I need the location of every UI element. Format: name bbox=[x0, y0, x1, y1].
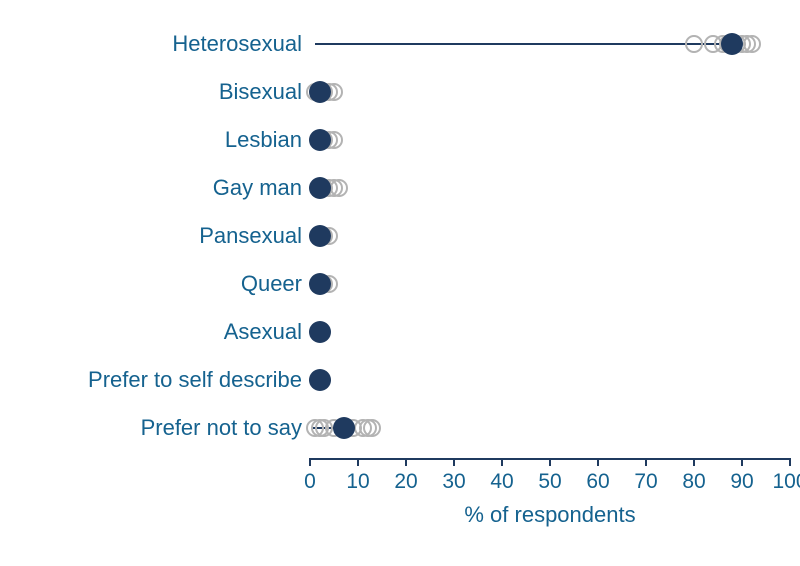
category-label: Queer bbox=[241, 271, 302, 297]
chart-row: Gay man bbox=[0, 164, 800, 212]
chart-row: Lesbian bbox=[0, 116, 800, 164]
open-marker bbox=[330, 179, 348, 197]
x-tick bbox=[645, 458, 647, 466]
row-plot bbox=[310, 212, 790, 260]
x-tick bbox=[549, 458, 551, 466]
category-label: Pansexual bbox=[199, 223, 302, 249]
x-tick-label: 100 bbox=[772, 470, 800, 494]
x-tick bbox=[597, 458, 599, 466]
x-tick-label: 30 bbox=[442, 470, 465, 494]
x-tick-label: 20 bbox=[394, 470, 417, 494]
category-label: Prefer not to say bbox=[141, 415, 302, 441]
category-label: Lesbian bbox=[225, 127, 302, 153]
filled-marker bbox=[309, 369, 331, 391]
filled-marker bbox=[721, 33, 743, 55]
chart-row: Prefer to self describe bbox=[0, 356, 800, 404]
chart-row: Pansexual bbox=[0, 212, 800, 260]
filled-marker bbox=[309, 225, 331, 247]
row-plot bbox=[310, 308, 790, 356]
x-tick-label: 60 bbox=[586, 470, 609, 494]
filled-marker bbox=[309, 321, 331, 343]
x-tick bbox=[453, 458, 455, 466]
x-tick bbox=[789, 458, 791, 466]
x-tick-label: 50 bbox=[538, 470, 561, 494]
filled-marker bbox=[309, 273, 331, 295]
x-tick bbox=[405, 458, 407, 466]
x-tick-label: 90 bbox=[730, 470, 753, 494]
row-plot bbox=[310, 404, 790, 452]
x-tick bbox=[309, 458, 311, 466]
chart-row: Queer bbox=[0, 260, 800, 308]
x-tick-label: 80 bbox=[682, 470, 705, 494]
x-axis-title: % of respondents bbox=[310, 502, 790, 528]
chart-row: Asexual bbox=[0, 308, 800, 356]
x-tick-label: 40 bbox=[490, 470, 513, 494]
x-tick bbox=[741, 458, 743, 466]
filled-marker bbox=[309, 177, 331, 199]
range-connector bbox=[315, 43, 733, 45]
x-tick-label: 0 bbox=[304, 470, 316, 494]
x-tick-label: 70 bbox=[634, 470, 657, 494]
open-marker bbox=[685, 35, 703, 53]
category-label: Gay man bbox=[213, 175, 302, 201]
dot-chart: Heterosexual Bisexual Lesbian Gay man Pansex… bbox=[0, 20, 800, 566]
open-marker bbox=[743, 35, 761, 53]
chart-row: Heterosexual bbox=[0, 20, 800, 68]
filled-marker bbox=[309, 81, 331, 103]
filled-marker bbox=[309, 129, 331, 151]
row-plot bbox=[310, 116, 790, 164]
x-tick bbox=[693, 458, 695, 466]
category-label: Asexual bbox=[224, 319, 302, 345]
x-tick-label: 10 bbox=[346, 470, 369, 494]
x-tick bbox=[357, 458, 359, 466]
chart-row: Bisexual bbox=[0, 68, 800, 116]
category-label: Heterosexual bbox=[172, 31, 302, 57]
open-marker bbox=[363, 419, 381, 437]
category-label: Prefer to self describe bbox=[88, 367, 302, 393]
row-plot bbox=[310, 164, 790, 212]
row-plot bbox=[310, 20, 790, 68]
row-plot bbox=[310, 68, 790, 116]
chart-row: Prefer not to say bbox=[0, 404, 800, 452]
row-plot bbox=[310, 260, 790, 308]
category-label: Bisexual bbox=[219, 79, 302, 105]
x-tick bbox=[501, 458, 503, 466]
filled-marker bbox=[333, 417, 355, 439]
row-plot bbox=[310, 356, 790, 404]
